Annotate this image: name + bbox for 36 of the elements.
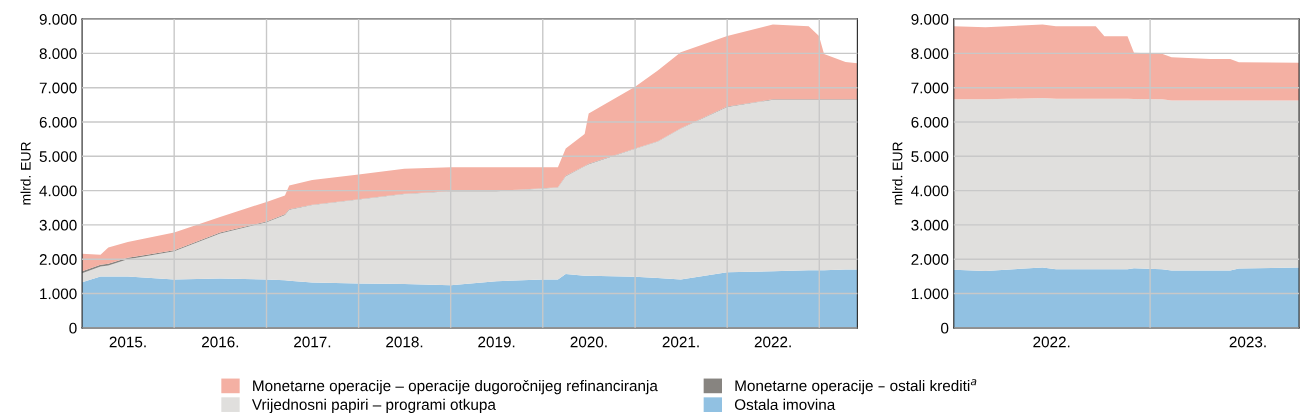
legend-label: Ostala imovina xyxy=(734,398,836,411)
x-tick-label: 2022. xyxy=(1033,336,1070,348)
legend-label: Monetarne operacije – ostali krediti$^{a}$ xyxy=(735,379,977,395)
y-tick-label: 0 xyxy=(941,322,949,334)
legend-label: Monetarne operacije – operacije dugoročnijeg refinanciranja xyxy=(253,379,658,395)
x-tick-label: 2019. xyxy=(478,336,515,348)
x-tick-label: 2018. xyxy=(386,336,423,348)
x-tick-label: 2016. xyxy=(202,336,239,348)
y-tick-label: 9.000 xyxy=(39,13,77,25)
y-axis-title: mlrd. EUR xyxy=(20,142,31,205)
x-tick-label: 2017. xyxy=(294,336,331,348)
y-tick-label: 4.000 xyxy=(39,185,77,197)
y-axis-title: mlrd. EUR xyxy=(892,142,903,205)
x-tick-label: 2021. xyxy=(662,336,699,348)
y-tick-label: 1.000 xyxy=(911,288,949,300)
y-tick-label: 8.000 xyxy=(911,48,949,60)
y-tick-label: 7.000 xyxy=(39,82,77,94)
y-tick-label: 5.000 xyxy=(39,151,77,162)
y-tick-label: 7.000 xyxy=(911,82,949,94)
y-tick-label: 3.000 xyxy=(911,219,949,231)
x-tick-label: 2022. xyxy=(754,336,791,348)
x-tick-label: 2023. xyxy=(1229,336,1266,348)
y-tick-label: 6.000 xyxy=(911,116,949,128)
y-tick-label: 2.000 xyxy=(911,254,949,265)
y-tick-label: 8.000 xyxy=(39,48,77,60)
x-tick-label: 2020. xyxy=(570,336,607,348)
y-tick-label: 9.000 xyxy=(911,13,949,25)
legend-label: Vrijednosni papiri – programi otkupa xyxy=(251,398,496,413)
y-tick-label: 1.000 xyxy=(40,288,77,300)
y-tick-label: 2.000 xyxy=(39,254,77,265)
y-tick-label: 4.000 xyxy=(911,185,949,197)
y-tick-label: 3.000 xyxy=(39,219,77,231)
y-tick-label: 6.000 xyxy=(39,116,77,128)
y-tick-label: 5.000 xyxy=(911,151,949,162)
x-tick-label: 2015. xyxy=(109,336,146,348)
y-tick-label: 0 xyxy=(69,322,77,334)
